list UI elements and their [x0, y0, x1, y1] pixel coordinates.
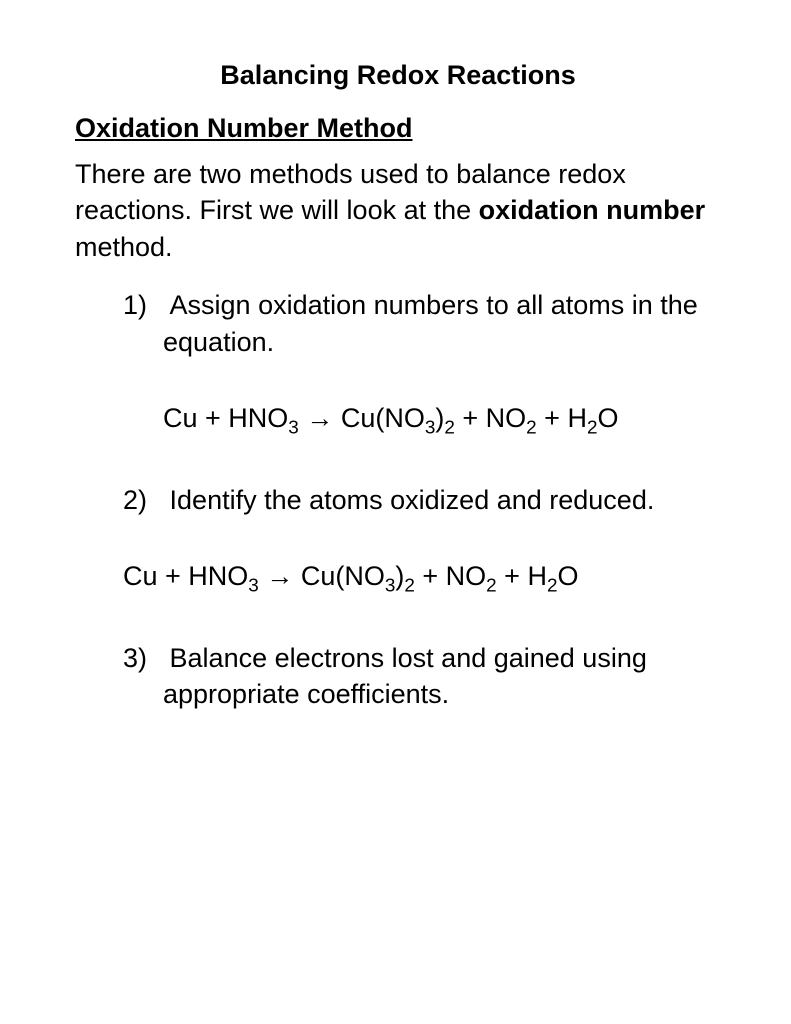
intro-text-2: method. — [75, 232, 173, 262]
equation-1: Cu + HNO3 → Cu(NO3)2 + NO2 + H2O — [75, 400, 721, 436]
eq1-s2: 3 — [425, 418, 436, 439]
eq2-t3: Cu(NO — [293, 561, 385, 591]
eq2-s5: 2 — [547, 575, 558, 596]
eq1-s1: 3 — [288, 418, 299, 439]
step-1: 1) Assign oxidation numbers to all atoms… — [75, 287, 721, 360]
eq1-t5: + NO — [455, 403, 526, 433]
eq2-t1: Cu + HNO — [123, 561, 248, 591]
intro-paragraph: There are two methods used to balance re… — [75, 156, 721, 265]
step-3: 3) Balance electrons lost and gained usi… — [75, 640, 721, 713]
eq2-t6: + H — [497, 561, 547, 591]
section-subtitle: Oxidation Number Method — [75, 113, 721, 144]
eq1-t4: ) — [435, 403, 444, 433]
step-1-text: Assign oxidation numbers to all atoms in… — [163, 290, 698, 356]
eq1-s5: 2 — [587, 418, 598, 439]
step-2-num: 2) — [123, 485, 147, 515]
eq1-t1: Cu + HNO — [163, 403, 288, 433]
eq1-s3: 2 — [444, 418, 455, 439]
eq2-t5: + NO — [415, 561, 486, 591]
arrow-icon: → — [266, 561, 293, 591]
eq2-s3: 2 — [404, 575, 415, 596]
eq1-t6: + H — [537, 403, 587, 433]
eq1-t3: Cu(NO — [333, 403, 425, 433]
step-3-num: 3) — [123, 643, 147, 673]
eq2-s1: 3 — [248, 575, 259, 596]
intro-bold: oxidation number — [479, 195, 706, 225]
step-3-text: Balance electrons lost and gained using … — [163, 643, 647, 709]
equation-2: Cu + HNO3 → Cu(NO3)2 + NO2 + H2O — [75, 558, 721, 594]
step-2-text: Identify the atoms oxidized and reduced. — [170, 485, 655, 515]
document-page: Balancing Redox Reactions Oxidation Numb… — [0, 0, 791, 794]
eq2-t7: O — [557, 561, 578, 591]
eq1-s4: 2 — [526, 418, 537, 439]
step-2: 2) Identify the atoms oxidized and reduc… — [75, 482, 721, 518]
eq2-s2: 3 — [385, 575, 396, 596]
arrow-icon: → — [306, 403, 333, 433]
page-title: Balancing Redox Reactions — [75, 60, 721, 91]
step-1-num: 1) — [123, 290, 147, 320]
eq1-t7: O — [597, 403, 618, 433]
eq2-t4: ) — [395, 561, 404, 591]
eq2-s4: 2 — [486, 575, 497, 596]
